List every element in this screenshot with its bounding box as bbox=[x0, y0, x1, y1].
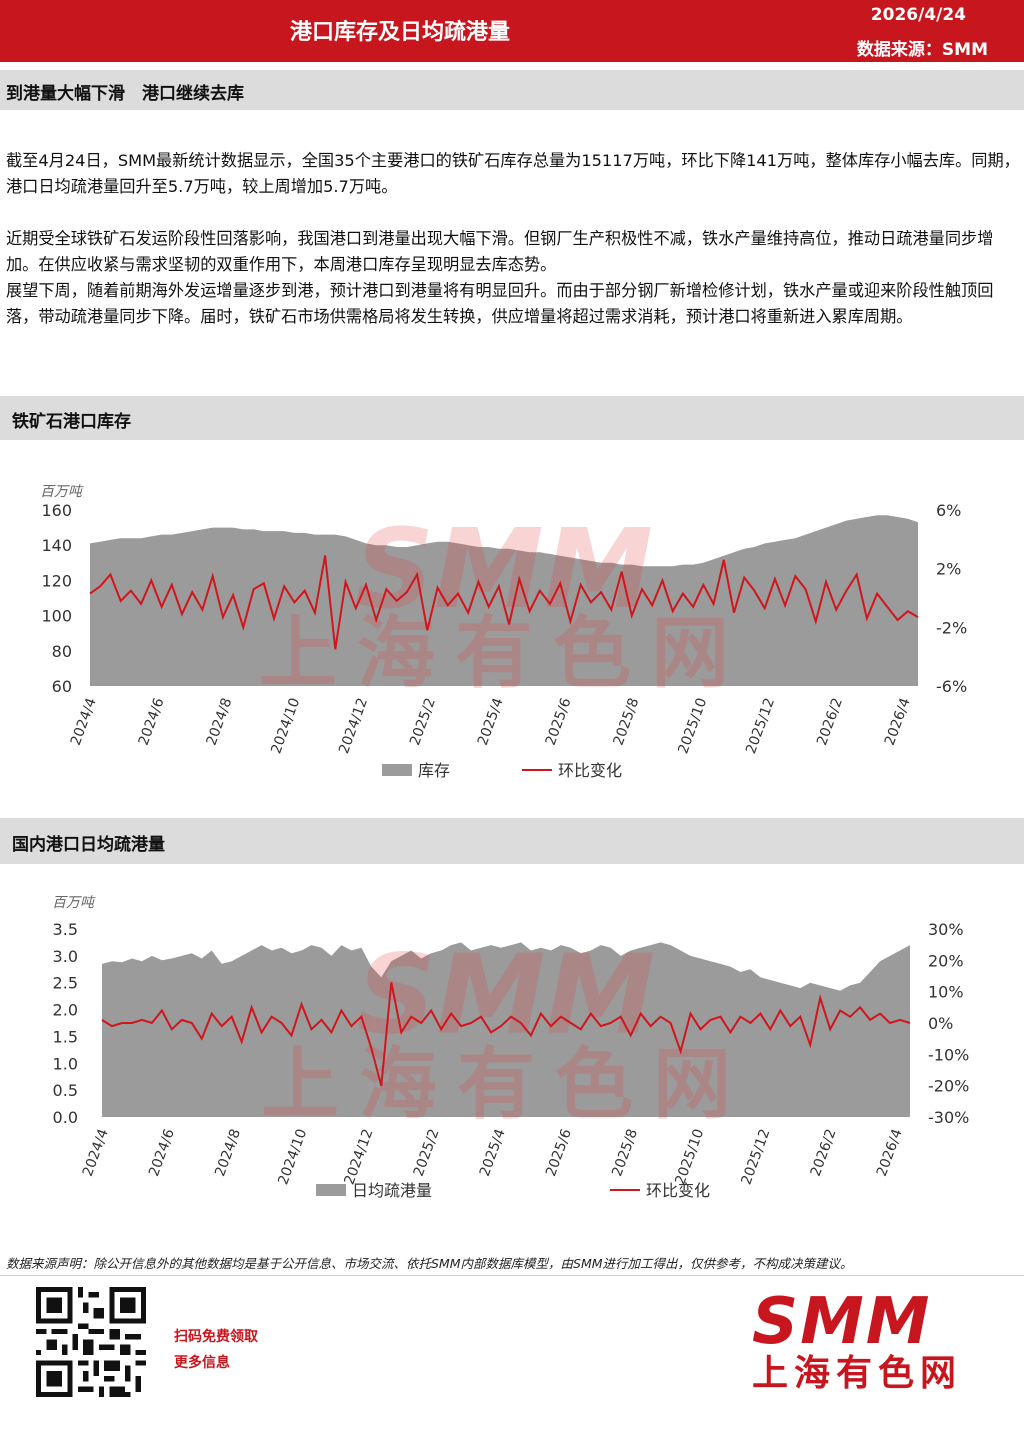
x-tick: 2024/10 bbox=[268, 696, 303, 756]
x-tick: 2025/4 bbox=[475, 696, 507, 748]
legend-area-swatch bbox=[316, 1184, 346, 1196]
y-left-tick: 60 bbox=[52, 677, 72, 696]
x-tick: 2024/4 bbox=[80, 1127, 112, 1179]
chart2-heading: 国内港口日均疏港量 bbox=[0, 818, 1024, 864]
y-right-tick: -20% bbox=[928, 1077, 969, 1096]
y-right-tick: 0% bbox=[928, 1014, 953, 1033]
y-right-tick: 30% bbox=[928, 920, 964, 939]
smm-logo-subtext: 上海有色网 bbox=[752, 1353, 963, 1394]
y-left-tick: 120 bbox=[41, 571, 72, 590]
analysis-text: 截至4月24日，SMM最新统计数据显示，全国35个主要港口的铁矿石库存总量为15… bbox=[6, 148, 1020, 330]
y-left-tick: 140 bbox=[41, 536, 72, 555]
x-tick: 2024/6 bbox=[136, 696, 168, 748]
x-tick: 2024/10 bbox=[275, 1127, 310, 1187]
y-right-tick: -30% bbox=[928, 1108, 969, 1127]
report-header: 港口库存及日均疏港量 2026/4/24 数据来源：SMM bbox=[0, 0, 1024, 62]
report-source: 数据来源：SMM bbox=[856, 40, 988, 60]
y-left-tick: 80 bbox=[52, 642, 72, 661]
scan-text-2: 更多信息 bbox=[174, 1355, 230, 1371]
x-tick: 2025/2 bbox=[407, 696, 439, 748]
y-left-tick: 1.5 bbox=[53, 1027, 78, 1046]
x-tick: 2024/8 bbox=[212, 1127, 244, 1179]
chart2-heading-text: 国内港口日均疏港量 bbox=[12, 835, 165, 855]
qr-code-icon[interactable] bbox=[28, 1287, 154, 1397]
x-tick: 2024/6 bbox=[146, 1127, 178, 1179]
legend-area-swatch bbox=[382, 764, 412, 776]
legend-line-label: 环比变化 bbox=[558, 761, 622, 780]
data-disclaimer: 数据来源声明：除公开信息外的其他数据均是基于公开信息、市场交流、依托SMM内部数… bbox=[6, 1256, 853, 1271]
chart-port-inventory: SMM 上海有色网 百万吨 160 140 120 100 80 60 6% 2% -2% -6% 202… bbox=[0, 440, 1024, 818]
y-left-tick: 160 bbox=[41, 501, 72, 520]
x-tick: 2025/8 bbox=[609, 1127, 641, 1179]
x-tick: 2025/4 bbox=[477, 1127, 509, 1179]
watermark-logo: SMM bbox=[355, 505, 653, 633]
y-right-tick: -2% bbox=[936, 618, 967, 637]
footer-divider bbox=[0, 1275, 1024, 1276]
report-date: 2026/4/24 bbox=[870, 5, 966, 25]
y-right-tick: 2% bbox=[936, 560, 961, 579]
y-left-tick: 0.0 bbox=[53, 1108, 78, 1127]
paragraph-2: 近期受全球铁矿石发运阶段性回落影响，我国港口到港量出现大幅下滑。但钢厂生产积极性… bbox=[6, 229, 994, 274]
y-right-tick: -6% bbox=[936, 677, 967, 696]
paragraph-1: 截至4月24日，SMM最新统计数据显示，全国35个主要港口的铁矿石库存总量为15… bbox=[6, 151, 1020, 196]
y-left-tick: 0.5 bbox=[53, 1081, 78, 1100]
y-left-tick: 3.5 bbox=[53, 920, 78, 939]
x-tick: 2025/12 bbox=[743, 696, 778, 756]
legend-area-label: 库存 bbox=[418, 761, 450, 780]
change-line bbox=[101, 982, 911, 1086]
section-heading-1: 到港量大幅下滑 港口继续去库 bbox=[0, 70, 1024, 110]
x-tick: 2026/2 bbox=[814, 696, 846, 748]
paragraph-3: 展望下周，随着前期海外发运增量逐步到港，预计港口到港量将有明显回升。而由于部分钢… bbox=[6, 281, 994, 326]
x-tick: 2024/12 bbox=[341, 1127, 376, 1187]
legend-area-label: 日均疏港量 bbox=[352, 1181, 432, 1200]
x-tick: 2026/4 bbox=[882, 696, 914, 748]
x-tick: 2025/12 bbox=[738, 1127, 773, 1187]
inventory-area bbox=[90, 515, 918, 686]
watermark-text: 上海有色网 bbox=[259, 609, 749, 699]
chart1-heading: 铁矿石港口库存 bbox=[0, 396, 1024, 440]
watermark-text: 上海有色网 bbox=[261, 1040, 751, 1130]
x-tick: 2024/12 bbox=[336, 696, 371, 756]
y-left-tick: 2.5 bbox=[53, 974, 78, 993]
y-right-tick: 6% bbox=[936, 501, 961, 520]
x-tick: 2026/2 bbox=[808, 1127, 840, 1179]
scan-text-1: 扫码免费领取 bbox=[174, 1329, 258, 1345]
y-right-tick: 20% bbox=[928, 951, 964, 970]
report-title: 港口库存及日均疏港量 bbox=[289, 20, 510, 45]
x-tick: 2025/10 bbox=[672, 1127, 707, 1187]
y-left-tick: 100 bbox=[41, 607, 72, 626]
x-tick: 2025/10 bbox=[675, 696, 710, 756]
y-right-tick: 10% bbox=[928, 983, 964, 1002]
smm-logo: SMM 上海有色网 bbox=[752, 1285, 1014, 1394]
x-tick: 2025/2 bbox=[411, 1127, 443, 1179]
change-line bbox=[89, 555, 919, 650]
chart-daily-evacuation: SMM 上海有色网 百万吨 3.5 3.0 2.5 2.0 1.5 1.0 0.5 0.0 30% 20… bbox=[0, 864, 1024, 1244]
x-tick: 2025/8 bbox=[611, 696, 643, 748]
y-right-tick: -10% bbox=[928, 1045, 969, 1064]
y-unit-label: 百万吨 bbox=[40, 484, 84, 500]
legend-line-label: 环比变化 bbox=[646, 1181, 710, 1200]
y-left-tick: 3.0 bbox=[53, 947, 78, 966]
inventory-area bbox=[102, 942, 910, 1117]
chart1-heading-text: 铁矿石港口库存 bbox=[12, 412, 131, 432]
y-left-tick: 2.0 bbox=[53, 1001, 78, 1020]
x-tick: 2025/6 bbox=[543, 696, 575, 748]
x-tick: 2026/4 bbox=[874, 1127, 906, 1179]
x-tick: 2025/6 bbox=[543, 1127, 575, 1179]
smm-logo-text: SMM bbox=[752, 1285, 932, 1359]
section-heading-text: 到港量大幅下滑 港口继续去库 bbox=[6, 84, 244, 104]
y-left-tick: 1.0 bbox=[53, 1054, 78, 1073]
x-tick: 2024/4 bbox=[68, 696, 100, 748]
y-unit-label: 百万吨 bbox=[52, 895, 96, 911]
watermark-logo: SMM bbox=[357, 930, 655, 1058]
x-tick: 2024/8 bbox=[204, 696, 236, 748]
